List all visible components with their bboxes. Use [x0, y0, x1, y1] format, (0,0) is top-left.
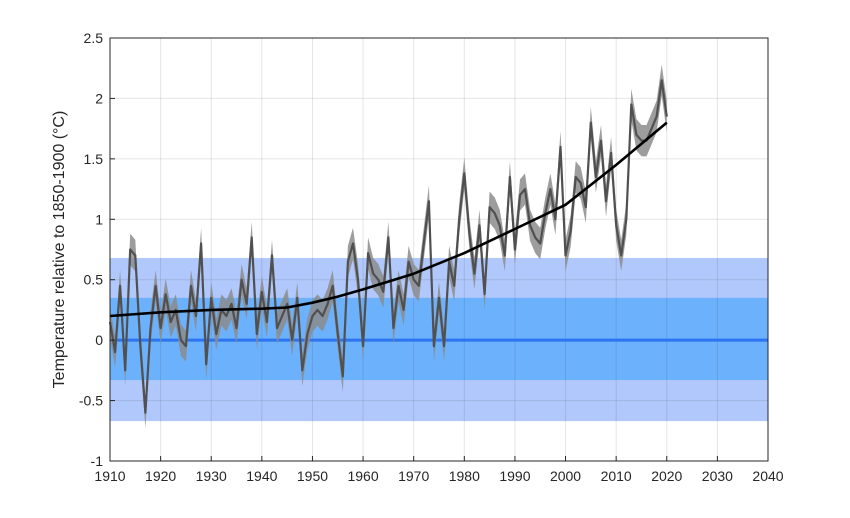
x-tick-label: 2010	[601, 468, 632, 484]
data-series	[108, 64, 768, 429]
x-tick-label: 1960	[347, 468, 378, 484]
x-tick-label: 2020	[651, 468, 682, 484]
y-tick-label: -1	[91, 453, 104, 469]
x-tick-label: 1910	[94, 468, 125, 484]
y-axis-label: Temperature relative to 1850-1900 (°C)	[51, 111, 68, 389]
x-tick-label: 1980	[449, 468, 480, 484]
y-tick-label: 1	[95, 211, 103, 227]
x-tick-label: 2040	[752, 468, 783, 484]
y-tick-label: 1.5	[84, 151, 104, 167]
y-tick-label: 2.5	[84, 30, 104, 46]
x-tick-label: 1970	[398, 468, 429, 484]
x-tick-label: 1940	[246, 468, 277, 484]
tick-labels: 1910 1920 1930 1940 1950 1960 1970 1980 1990 2000…	[79, 30, 784, 484]
y-tick-label: -0.5	[79, 393, 103, 409]
x-tick-label: 1990	[499, 468, 530, 484]
x-tick-label: 1950	[297, 468, 328, 484]
trend-line	[109, 121, 668, 318]
x-tick-label: 1930	[196, 468, 227, 484]
y-tick-label: 0	[95, 332, 103, 348]
x-tick-label: 1920	[145, 468, 176, 484]
x-tick-label: 2030	[702, 468, 733, 484]
plot-frame	[109, 37, 769, 462]
annual-temperature-line	[108, 79, 668, 414]
y-tick-label: 2	[95, 90, 103, 106]
y-tick-label: 0.5	[84, 272, 104, 288]
x-tick-label: 2000	[550, 468, 581, 484]
